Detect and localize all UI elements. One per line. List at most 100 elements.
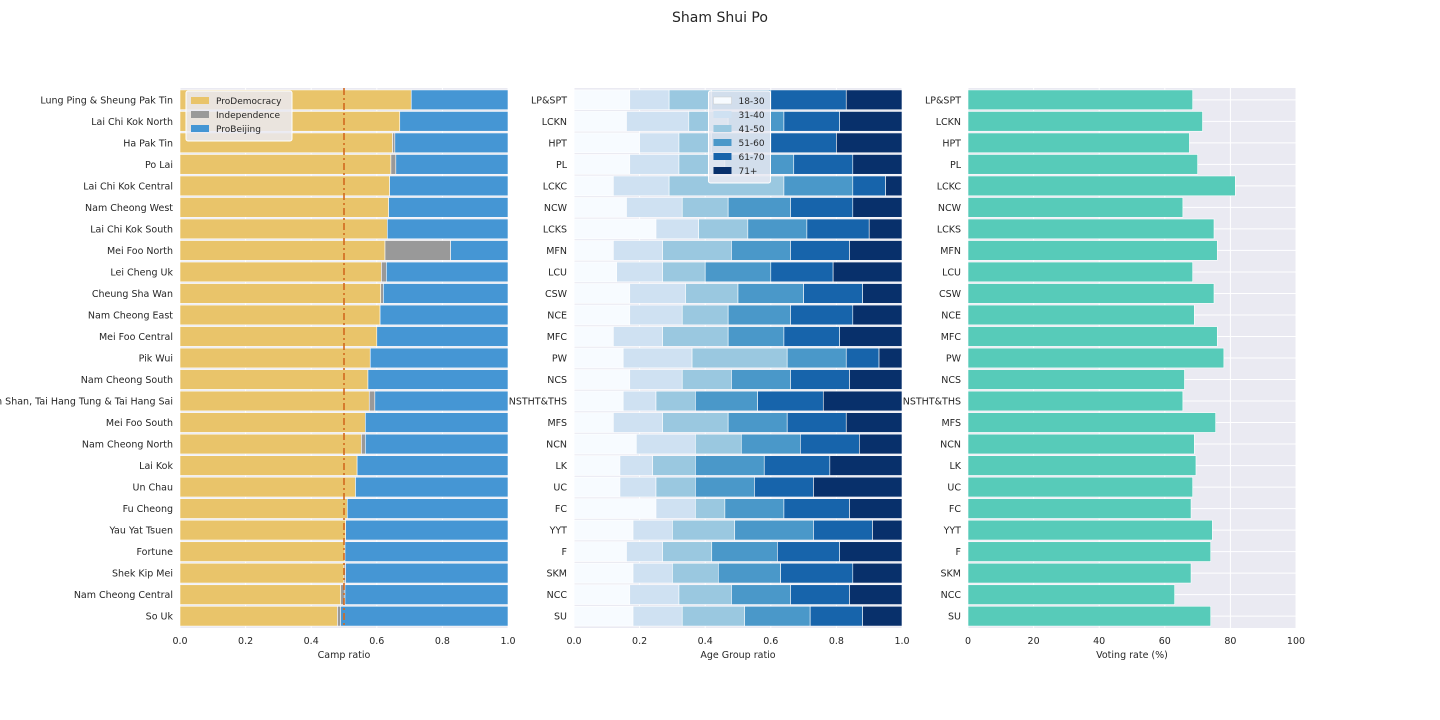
bar-prodemocracy [179,326,378,347]
bar-probeijing [365,412,509,433]
bar-71- [878,347,903,369]
bar-51-60 [718,562,781,584]
bar-61-70 [757,390,824,412]
bar-voting-rate [967,369,1185,390]
bar-51-60 [727,304,791,326]
category-label: Nam Cheong South [81,375,173,386]
bar-31-40 [639,132,680,154]
bar-probeijing [340,605,509,627]
category-label: Po Lai [145,160,173,171]
bar-71- [862,605,903,627]
bar-31-40 [629,154,680,175]
legend-label: Independence [216,111,280,121]
category-label: NCN [940,440,961,451]
category-label: YYT [549,526,568,537]
bar-31-40 [619,455,654,476]
category-label: Nam Shan, Tai Hang Tung & Tai Hang Sai [0,397,173,408]
bar-prodemocracy [179,562,345,584]
bar-voting-rate [967,175,1236,197]
bar-61-70 [806,218,870,240]
bar-probeijing [367,369,509,390]
bar-probeijing [386,218,509,240]
bar-voting-rate [967,433,1195,455]
bar-prodemocracy [179,605,338,627]
category-label: MFC [941,332,962,343]
category-label: Nam Cheong North [82,440,173,451]
category-label: LCKS [543,224,567,235]
bar-71- [852,154,903,175]
category-label: Yau Yat Tsuen [109,526,174,537]
bar-31-40 [632,562,673,584]
legend-swatch [191,111,209,118]
bar-probeijing [383,283,509,304]
bar-71- [852,197,903,218]
bar-18-30 [573,175,614,197]
bar-61-70 [793,154,854,175]
bar-61-70 [813,519,873,541]
bar-voting-rate [967,519,1213,541]
legend-swatch [713,153,732,160]
category-label: So Uk [146,612,174,623]
bar-probeijing [376,326,509,347]
bar-41-50 [662,412,729,433]
bar-51-60 [737,283,804,304]
category-label: PW [946,354,962,365]
bar-61-70 [809,605,863,627]
panel-2: LP&SPT LCKN HPT PL LCKC NCW LCKS MFN LCU CSW NCE MF… [509,88,910,661]
bar-18-30 [573,519,634,541]
x-tick-label: 1.0 [500,636,515,647]
bar-31-40 [613,240,663,261]
bar-probeijing [389,175,509,197]
bar-probeijing [345,562,509,584]
bar-41-50 [681,369,732,390]
bar-31-40 [613,412,663,433]
bar-18-30 [573,154,631,175]
bar-51-60 [724,498,785,519]
x-tick-label: 40 [1093,636,1105,647]
bar-31-40 [619,476,657,498]
bar-prodemocracy [179,390,370,412]
x-axis-label: Age Group ratio [700,650,775,661]
legend-swatch [191,97,209,104]
bar-51-60 [734,519,814,541]
bar-71- [829,455,903,476]
bar-31-40 [636,433,696,455]
bar-18-30 [573,197,627,218]
bar-voting-rate [967,326,1218,347]
bar-61-70 [770,89,847,111]
category-label: NCW [938,203,962,214]
x-tick-label: 80 [1224,636,1236,647]
bar-probeijing [386,261,509,283]
x-tick-label: 0.6 [369,636,384,647]
bar-18-30 [573,89,631,111]
panel-3: LP&SPT LCKN HPT PL LCKC NCW LCKS MFN LCU CSW NCE MF… [903,88,1305,661]
x-tick-label: 60 [1159,636,1171,647]
x-tick-label: 0.8 [435,636,450,647]
legend-label: 71+ [738,167,757,177]
legend-label: ProDemocracy [216,97,282,107]
bar-41-50 [672,519,736,541]
bar-18-30 [573,283,631,304]
bar-51-60 [783,175,854,197]
category-label: Lung Ping & Sheung Pak Tin [40,95,173,106]
bar-probeijing [395,154,509,175]
x-tick-label: 0.0 [566,636,581,647]
bar-18-30 [573,455,621,476]
category-label: Mei Foo South [106,418,173,429]
panel-1: Lung Ping & Sheung Pak Tin Lai Chi Kok No… [0,88,516,661]
bar-61-70 [790,369,850,390]
bar-18-30 [573,605,634,627]
category-label: SKM [941,569,961,580]
bar-31-40 [626,541,663,562]
figure-title: Sham Shui Po [672,10,768,26]
bar-voting-rate [967,261,1193,283]
bar-41-50 [695,498,726,519]
bar-51-60 [695,476,755,498]
bar-41-50 [695,433,742,455]
bar-31-40 [626,197,683,218]
bar-probeijing [344,584,509,605]
x-tick-label: 20 [1028,636,1040,647]
bar-voting-rate [967,283,1215,304]
bar-71- [859,433,903,455]
category-label: PL [556,160,568,171]
